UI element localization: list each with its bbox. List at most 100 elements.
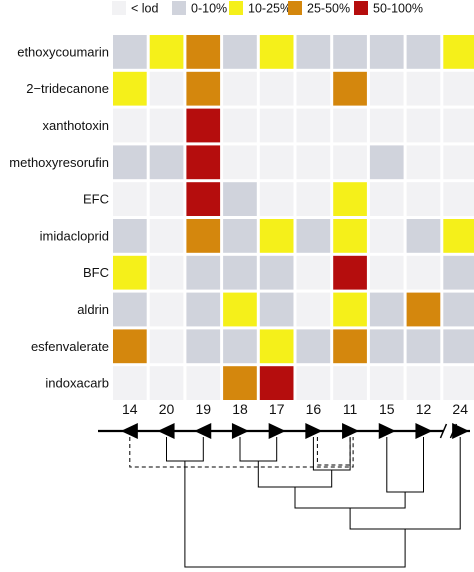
tip-arrow-icon	[231, 423, 249, 439]
heatmap-cell-0-4	[259, 35, 294, 69]
column-label: 20	[159, 401, 175, 417]
row-label: aldrin	[77, 302, 109, 317]
heatmap-grid	[113, 35, 474, 400]
heatmap-cell-5-3	[223, 219, 257, 253]
heatmap-cell-6-0	[113, 255, 147, 290]
heatmap-cell-8-9	[443, 329, 474, 364]
row-label: indoxacarb	[45, 376, 109, 391]
heatmap-cell-2-2	[186, 108, 221, 143]
heatmap-cell-8-5	[296, 329, 331, 364]
column-label: 24	[452, 401, 468, 417]
heatmap-cell-1-6	[333, 71, 367, 106]
heatmap-cell-7-1	[149, 292, 184, 327]
heatmap-cell-9-9	[443, 366, 474, 400]
heatmap-cell-2-0	[113, 108, 147, 143]
heatmap-cell-9-2	[186, 366, 221, 400]
legend-swatch-c25_50	[288, 1, 302, 15]
row-label: EFC	[83, 192, 109, 207]
heatmap-cell-6-6	[333, 255, 367, 290]
heatmap-cell-9-7	[369, 366, 404, 400]
legend-label-c25_50: 25-50%	[307, 2, 350, 16]
heatmap-cell-9-6	[333, 366, 367, 400]
column-label: 15	[379, 401, 395, 417]
heatmap-cell-7-8	[406, 292, 441, 327]
heatmap-cell-1-2	[186, 71, 221, 106]
heatmap-cell-3-2	[186, 145, 221, 180]
heatmap-cell-1-0	[113, 71, 147, 106]
heatmap-cell-4-7	[369, 182, 404, 216]
heatmap-cell-2-1	[149, 108, 184, 143]
heatmap-cell-4-6	[333, 182, 367, 216]
row-label: 2−tridecanone	[26, 81, 109, 96]
legend-label-c0_10: 0-10%	[191, 2, 227, 16]
heatmap-cell-1-7	[369, 71, 404, 106]
heatmap-cell-1-3	[223, 71, 257, 106]
heatmap-cell-4-8	[406, 182, 441, 216]
heatmap-cell-5-9	[443, 219, 474, 253]
heatmap-cell-0-9	[443, 35, 474, 69]
heatmap-cell-0-7	[369, 35, 404, 69]
legend-label-c50_100: 50-100%	[373, 2, 423, 16]
heatmap-cell-7-4	[259, 292, 294, 327]
legend-label-c10_25: 10-25%	[248, 2, 291, 16]
heatmap-cell-0-5	[296, 35, 331, 69]
heatmap-cell-8-1	[149, 329, 184, 364]
heatmap-cell-2-8	[406, 108, 441, 143]
heatmap-cell-7-2	[186, 292, 221, 327]
legend: < lod 0-10% 10-25% 25-50% 50-100%	[112, 1, 423, 16]
heatmap-cell-3-9	[443, 145, 474, 180]
column-label: 11	[343, 401, 358, 417]
clade-branch	[239, 437, 278, 462]
clade-branch	[349, 437, 461, 530]
column-label: 18	[232, 401, 248, 417]
tip-arrow-icon	[194, 423, 212, 439]
legend-swatch-c50_100	[354, 1, 368, 15]
legend-swatch-c0_10	[172, 1, 186, 15]
heatmap-cell-4-9	[443, 182, 474, 216]
heatmap-cell-3-0	[113, 145, 147, 180]
heatmap-cell-2-7	[369, 108, 404, 143]
row-label: xanthotoxin	[43, 118, 110, 133]
heatmap-cell-6-3	[223, 255, 257, 290]
row-label: ethoxycoumarin	[17, 44, 109, 59]
heatmap-cell-5-6	[333, 219, 367, 253]
heatmap-cell-3-4	[259, 145, 294, 180]
heatmap-cell-2-3	[223, 108, 257, 143]
heatmap-cell-8-0	[113, 329, 147, 364]
heatmap-cell-8-7	[369, 329, 404, 364]
heatmap-cell-3-1	[149, 145, 184, 180]
heatmap-cell-1-5	[296, 71, 331, 106]
column-label: 12	[416, 401, 432, 417]
heatmap-cell-5-2	[186, 219, 221, 253]
column-label: 17	[269, 401, 285, 417]
heatmap-cell-8-8	[406, 329, 441, 364]
heatmap-cell-0-0	[113, 35, 147, 69]
heatmap-cell-1-9	[443, 71, 474, 106]
column-label: 19	[196, 401, 212, 417]
tip-arrow-icon	[268, 423, 286, 439]
heatmap-cell-4-4	[259, 182, 294, 216]
heatmap-cell-0-8	[406, 35, 441, 69]
heatmap-cell-7-5	[296, 292, 331, 327]
heatmap-cell-6-5	[296, 255, 331, 290]
heatmap-cell-3-8	[406, 145, 441, 180]
heatmap-cell-4-2	[186, 182, 221, 216]
heatmap-cell-6-1	[149, 255, 184, 290]
tip-arrow-icon	[452, 423, 470, 439]
heatmap-cell-0-6	[333, 35, 367, 69]
row-label: methoxyresorufin	[9, 155, 109, 170]
heatmap-cell-2-5	[296, 108, 331, 143]
heatmap-cell-3-3	[223, 145, 257, 180]
heatmap-cell-8-3	[223, 329, 257, 364]
heatmap-cell-1-8	[406, 71, 441, 106]
row-labels: ethoxycoumarin 2−tridecanone xanthotoxin me…	[9, 44, 109, 390]
heatmap-cell-7-9	[443, 292, 474, 327]
heatmap-cell-4-0	[113, 182, 147, 216]
heatmap-cell-2-6	[333, 108, 367, 143]
row-label: imidacloprid	[40, 228, 109, 243]
heatmap-cell-0-1	[149, 35, 184, 69]
legend-swatch-lod	[112, 1, 126, 15]
column-label: 16	[306, 401, 322, 417]
heatmap-cell-4-3	[223, 182, 257, 216]
